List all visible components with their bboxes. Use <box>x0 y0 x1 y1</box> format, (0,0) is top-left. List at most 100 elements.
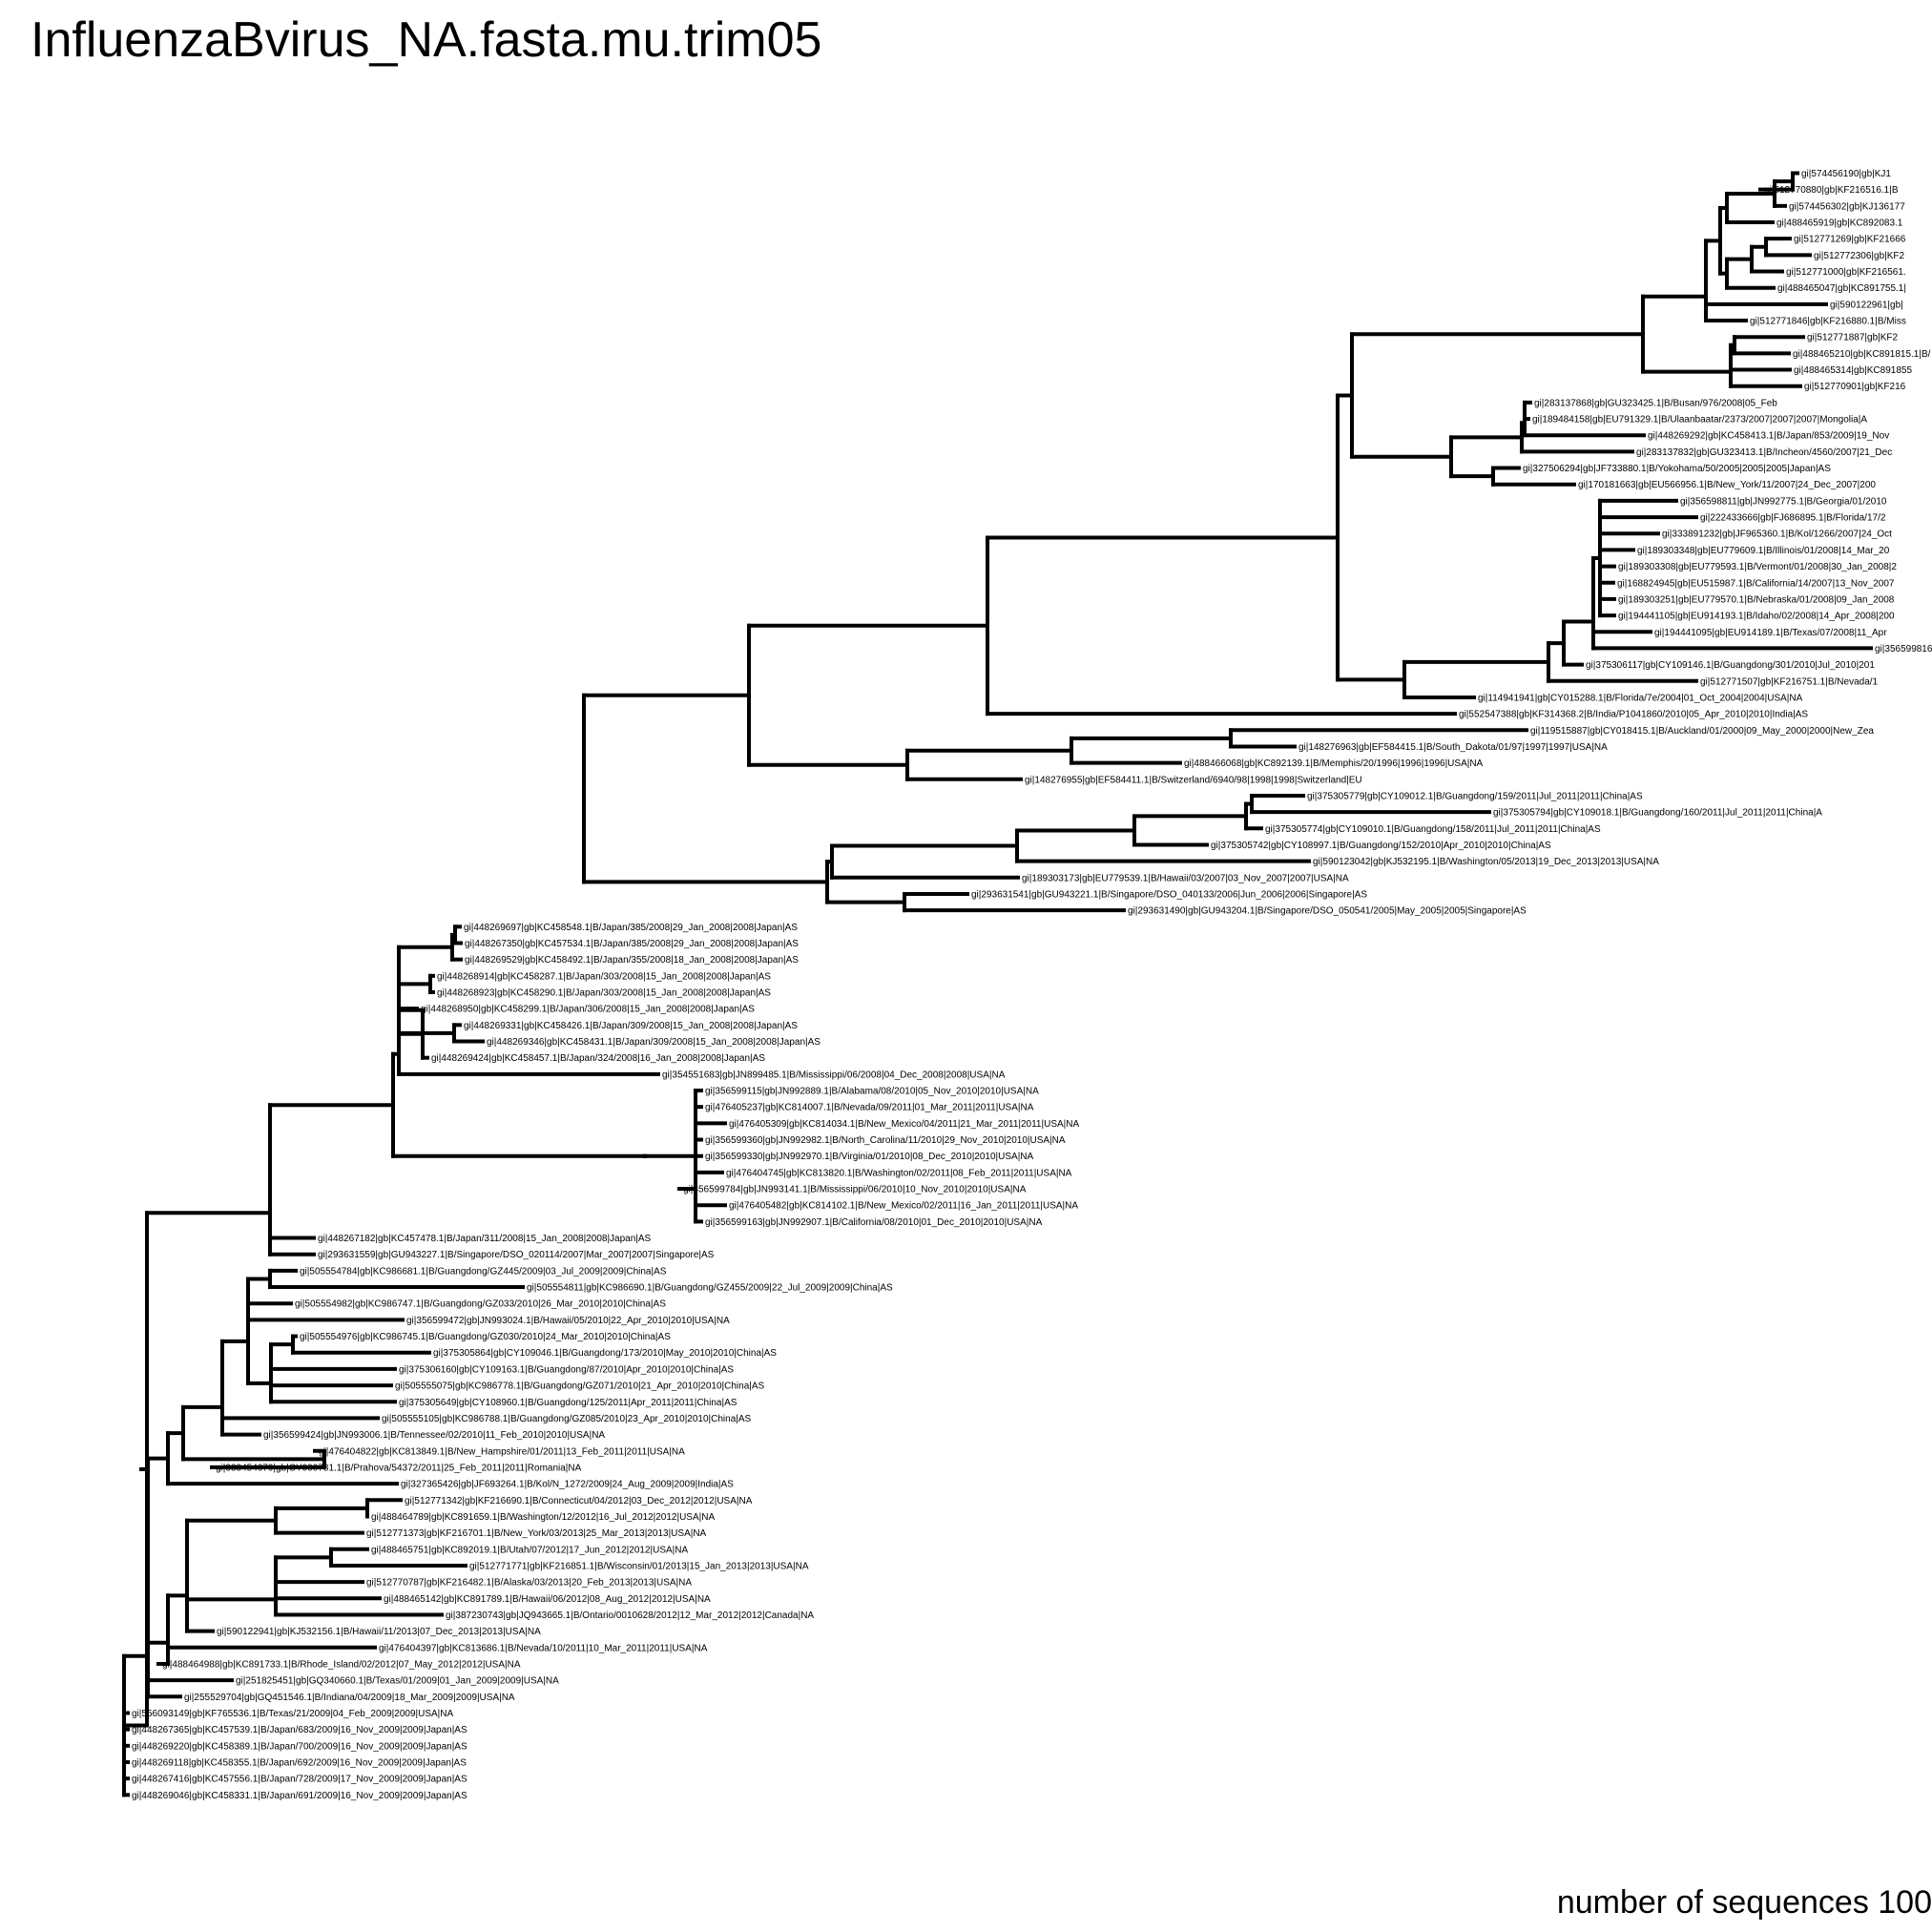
tip-label: gi|512772306|gb|KF2 <box>1814 251 1905 261</box>
tip-label: gi|448269046|gb|KC458331.1|B/Japan/691/2… <box>132 1791 467 1801</box>
tip-label: gi|512770880|gb|KF216516.1|B <box>1764 185 1899 196</box>
tip-label: gi|333891232|gb|JF965360.1|B/Kol/1266/20… <box>1662 530 1892 540</box>
tip-label: gi|356599784|gb|JN993141.1|B/Mississippi… <box>683 1185 1027 1195</box>
tip-label: gi|189303173|gb|EU779539.1|B/Hawaii/03/2… <box>1022 873 1349 883</box>
tip-label: gi|189303308|gb|EU779593.1|B/Vermont/01/… <box>1618 562 1897 572</box>
tip-label: gi|590122941|gb|KJ532156.1|B/Hawaii/11/2… <box>217 1627 541 1637</box>
tip-label: gi|512771373|gb|KF216701.1|B/New_York/03… <box>366 1528 707 1539</box>
tip-label: gi|189303251|gb|EU779570.1|B/Nebraska/01… <box>1618 594 1895 605</box>
tip-label: gi|255529704|gb|GQ451546.1|B/Indiana/04/… <box>184 1693 515 1703</box>
tip-label: gi|448269118|gb|KC458355.1|B/Japan/692/2… <box>132 1757 467 1768</box>
tip-label: gi|148276963|gb|EF584415.1|B/South_Dakot… <box>1298 742 1608 753</box>
tip-label: gi|488464789|gb|KC891659.1|B/Washington/… <box>371 1512 715 1523</box>
tip-label: gi|375305774|gb|CY109010.1|B/Guangdong/1… <box>1265 824 1601 835</box>
tip-label: gi|488465314|gb|KC891855 <box>1794 365 1912 376</box>
tip-label: gi|512771887|gb|KF2 <box>1807 333 1899 343</box>
tip-label: gi|327365426|gb|JF693264.1|B/Kol/N_1272/… <box>401 1480 734 1490</box>
tip-label: gi|170181663|gb|EU566956.1|B/New_York/11… <box>1578 480 1876 490</box>
tip-label: gi|387230743|gb|JQ943665.1|B/Ontario/001… <box>446 1610 814 1621</box>
tip-label: gi|356599816|gb|JN993153.1|B <box>1875 644 1932 654</box>
tip-label: gi|476404397|gb|KC813686.1|B/Nevada/10/2… <box>379 1643 708 1653</box>
tip-label: gi|488466068|gb|KC892139.1|B/Memphis/20/… <box>1184 758 1484 769</box>
tip-label: gi|251825451|gb|GQ340660.1|B/Texas/01/20… <box>236 1676 559 1687</box>
tip-label: gi|148276955|gb|EF584411.1|B/Switzerland… <box>1025 775 1362 785</box>
tip-label: gi|375305779|gb|CY109012.1|B/Guangdong/1… <box>1307 791 1643 801</box>
tip-label: gi|356599330|gb|JN992970.1|B/Virginia/01… <box>705 1152 1034 1162</box>
tip-label: gi|512770787|gb|KF216482.1|B/Alaska/03/2… <box>366 1578 692 1589</box>
tip-label: gi|293631490|gb|GU943204.1|B/Singapore/D… <box>1128 906 1527 917</box>
tip-label: gi|590123042|gb|KJ532195.1|B/Washington/… <box>1313 857 1659 867</box>
tip-label: gi|293631559|gb|GU943227.1|B/Singapore/D… <box>318 1250 715 1260</box>
tip-label: gi|189484158|gb|EU791329.1|B/Ulaanbaatar… <box>1532 415 1867 426</box>
tip-label: gi|114941941|gb|CY015288.1|B/Florida/7e/… <box>1478 693 1803 703</box>
tip-label: gi|356599360|gb|JN992982.1|B/North_Carol… <box>705 1135 1066 1146</box>
tip-label: gi|283137832|gb|GU323413.1|B/Incheon/456… <box>1636 447 1892 458</box>
tip-label: gi|574456302|gb|KJ136177 <box>1789 201 1905 212</box>
tip-label: gi|512771507|gb|KF216751.1|B/Nevada/1 <box>1700 676 1879 687</box>
tip-label: gi|505554784|gb|KC986681.1|B/Guangdong/G… <box>300 1266 667 1277</box>
tip-label: gi|356599424|gb|JN993006.1|B/Tennessee/0… <box>263 1430 605 1441</box>
tip-label: gi|448269424|gb|KC458457.1|B/Japan/324/2… <box>431 1053 765 1064</box>
tip-label: gi|375305742|gb|CY108997.1|B/Guangdong/1… <box>1211 841 1551 851</box>
tip-label: gi|488464988|gb|KC891733.1|B/Rhode_Islan… <box>162 1659 521 1670</box>
tip-label: gi|556093149|gb|KF765536.1|B/Texas/21/20… <box>132 1709 453 1719</box>
tip-label: gi|194441095|gb|EU914189.1|B/Texas/07/20… <box>1654 628 1887 638</box>
tip-label: gi|488465047|gb|KC891755.1| <box>1777 283 1906 294</box>
tip-label: gi|222433666|gb|FJ686895.1|B/Florida/17/… <box>1700 513 1886 524</box>
tip-label: gi|119515887|gb|CY018415.1|B/Auckland/01… <box>1530 726 1874 737</box>
tip-label: gi|488465142|gb|KC891789.1|B/Hawaii/06/2… <box>384 1594 711 1605</box>
tip-label: gi|512770901|gb|KF216 <box>1804 382 1906 392</box>
tip-label: gi|512771342|gb|KF216690.1|B/Connecticut… <box>405 1496 753 1506</box>
tip-label: gi|356599163|gb|JN992907.1|B/California/… <box>705 1217 1043 1228</box>
tip-label: gi|189303348|gb|EU779609.1|B/Illinois/01… <box>1637 546 1890 556</box>
tip-label: gi|512771846|gb|KF216880.1|B/Miss <box>1750 317 1906 327</box>
tip-label: gi|590122961|gb| <box>1830 300 1903 310</box>
tip-label: gi|448269331|gb|KC458426.1|B/Japan/309/2… <box>464 1021 798 1031</box>
tip-label: gi|448268914|gb|KC458287.1|B/Japan/303/2… <box>437 971 771 982</box>
tip-label: gi|574456190|gb|KJ1 <box>1801 169 1891 179</box>
tip-label: gi|505554982|gb|KC986747.1|B/Guangdong/G… <box>295 1299 666 1310</box>
tip-label: gi|448269292|gb|KC458413.1|B/Japan/853/2… <box>1648 431 1889 442</box>
tip-label: gi|448268950|gb|KC458299.1|B/Japan/306/2… <box>421 1005 755 1015</box>
tip-label: gi|448267182|gb|KC457478.1|B/Japan/311/2… <box>318 1234 652 1244</box>
tip-label: gi|476405482|gb|KC814102.1|B/New_Mexico/… <box>729 1201 1078 1212</box>
tip-label: gi|356599115|gb|JN992889.1|B/Alabama/08/… <box>705 1087 1039 1097</box>
tip-label: gi|476404822|gb|KC813849.1|B/New_Hampshi… <box>319 1446 685 1457</box>
tip-label: gi|354551683|gb|JN899485.1|B/Mississippi… <box>662 1070 1006 1080</box>
tip-label: gi|505554976|gb|KC986745.1|B/Guangdong/G… <box>300 1332 671 1342</box>
tip-label: gi|375305864|gb|CY109046.1|B/Guangdong/1… <box>433 1348 777 1359</box>
tip-label: gi|505555105|gb|KC986788.1|B/Guangdong/G… <box>382 1414 752 1424</box>
tip-label: gi|488465919|gb|KC892083.1 <box>1776 218 1903 229</box>
tip-label: gi|448267416|gb|KC457556.1|B/Japan/728/2… <box>132 1775 467 1785</box>
tip-label: gi|512771000|gb|KF216561. <box>1786 267 1906 278</box>
tip-label: gi|448269697|gb|KC458548.1|B/Japan/385/2… <box>464 923 798 933</box>
tip-label: gi|448268923|gb|KC458290.1|B/Japan/303/2… <box>437 988 771 999</box>
tip-label: gi|448269220|gb|KC458389.1|B/Japan/700/2… <box>132 1741 467 1752</box>
tip-label: gi|488465210|gb|KC891815.1|B/ <box>1793 349 1931 360</box>
tip-label: gi|327506294|gb|JF733880.1|B/Yokohama/50… <box>1523 464 1831 474</box>
tip-label: gi|476404745|gb|KC813820.1|B/Washington/… <box>726 1168 1072 1178</box>
tip-label: gi|356598811|gb|JN992775.1|B/Georgia/01/… <box>1680 496 1887 507</box>
tip-label: gi|512771269|gb|KF21666 <box>1794 235 1906 245</box>
tip-label: gi|448267350|gb|KC457534.1|B/Japan/385/2… <box>465 939 799 949</box>
tip-label: gi|375306117|gb|CY109146.1|B/Guangdong/3… <box>1586 660 1875 671</box>
tip-label: gi|448269346|gb|KC458431.1|B/Japan/309/2… <box>487 1037 821 1048</box>
tip-label: gi|448269529|gb|KC458492.1|B/Japan/355/2… <box>465 955 799 966</box>
tip-label: gi|283137868|gb|GU323425.1|B/Busan/976/2… <box>1534 398 1777 408</box>
tip-label: gi|375305649|gb|CY108960.1|B/Guangdong/1… <box>399 1398 737 1408</box>
tip-label: gi|375306160|gb|CY109163.1|B/Guangdong/8… <box>399 1364 734 1375</box>
tip-label: gi|448267365|gb|KC457539.1|B/Japan/683/2… <box>132 1725 467 1735</box>
tip-label: gi|356599472|gb|JN993024.1|B/Hawaii/05/2… <box>406 1316 730 1326</box>
tip-label: gi|505554811|gb|KC986690.1|B/Guangdong/G… <box>527 1283 893 1294</box>
tip-label: gi|505555075|gb|KC986778.1|B/Guangdong/G… <box>395 1381 765 1392</box>
tip-label: gi|333454679|gb|CY090781.1|B/Prahova/543… <box>216 1463 582 1473</box>
tip-label: gi|375305794|gb|CY109018.1|B/Guangdong/1… <box>1493 808 1822 819</box>
tip-label: gi|293631541|gb|GU943221.1|B/Singapore/D… <box>971 889 1367 900</box>
tip-label: gi|488465751|gb|KC892019.1|B/Utah/07/201… <box>371 1545 688 1555</box>
tip-label: gi|552547388|gb|KF314368.2|B/India/P1041… <box>1459 710 1808 720</box>
tip-label: gi|194441105|gb|EU914193.1|B/Idaho/02/20… <box>1618 612 1895 622</box>
sequence-count-label: number of sequences 100 <box>1557 1884 1932 1922</box>
tip-label: gi|476405237|gb|KC814007.1|B/Nevada/09/2… <box>705 1103 1034 1113</box>
tip-label: gi|512771771|gb|KF216851.1|B/Wisconsin/0… <box>469 1561 809 1571</box>
